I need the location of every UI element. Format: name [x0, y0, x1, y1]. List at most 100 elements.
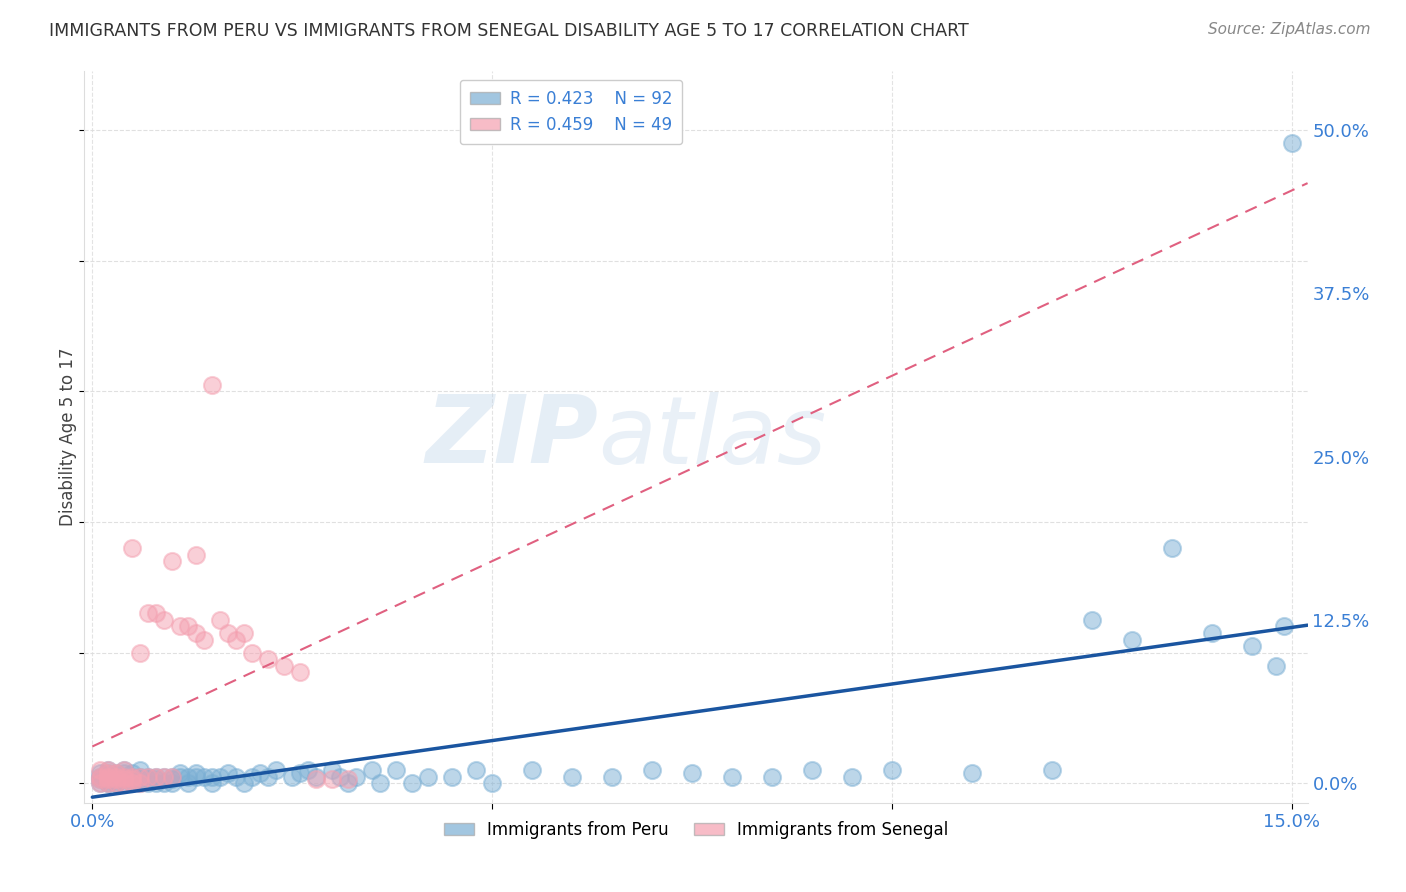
Point	[145, 770, 167, 784]
Point	[193, 632, 215, 647]
Point	[225, 632, 247, 647]
Point	[89, 763, 111, 777]
Point	[561, 770, 583, 784]
Point	[112, 770, 135, 784]
Point	[89, 772, 111, 787]
Point	[105, 770, 128, 784]
Point	[305, 772, 328, 787]
Point	[145, 776, 167, 790]
Point	[290, 665, 312, 680]
Point	[97, 776, 120, 790]
Point	[112, 776, 135, 790]
Point	[97, 765, 120, 780]
Text: IMMIGRANTS FROM PERU VS IMMIGRANTS FROM SENEGAL DISABILITY AGE 5 TO 17 CORRELATI: IMMIGRANTS FROM PERU VS IMMIGRANTS FROM …	[49, 22, 969, 40]
Point	[121, 541, 143, 555]
Point	[129, 763, 152, 777]
Point	[520, 763, 543, 777]
Point	[201, 770, 224, 784]
Point	[681, 765, 703, 780]
Point	[112, 772, 135, 787]
Point	[153, 776, 176, 790]
Point	[153, 770, 176, 784]
Point	[217, 765, 239, 780]
Point	[97, 776, 120, 790]
Point	[186, 548, 208, 562]
Point	[89, 772, 111, 787]
Point	[209, 613, 232, 627]
Point	[121, 776, 143, 790]
Legend: Immigrants from Peru, Immigrants from Senegal: Immigrants from Peru, Immigrants from Se…	[437, 814, 955, 846]
Point	[153, 613, 176, 627]
Point	[201, 377, 224, 392]
Point	[273, 658, 295, 673]
Point	[89, 776, 111, 790]
Point	[249, 765, 271, 780]
Text: ZIP: ZIP	[425, 391, 598, 483]
Point	[129, 646, 152, 660]
Point	[465, 763, 488, 777]
Point	[481, 776, 503, 790]
Point	[201, 776, 224, 790]
Point	[129, 770, 152, 784]
Point	[880, 763, 903, 777]
Point	[169, 619, 191, 633]
Point	[337, 776, 360, 790]
Point	[136, 607, 159, 621]
Point	[177, 770, 200, 784]
Point	[136, 772, 159, 787]
Point	[233, 626, 256, 640]
Point	[97, 770, 120, 784]
Point	[233, 776, 256, 790]
Point	[1264, 658, 1286, 673]
Point	[368, 776, 391, 790]
Point	[441, 770, 464, 784]
Point	[264, 763, 287, 777]
Point	[401, 776, 423, 790]
Point	[186, 770, 208, 784]
Point	[721, 770, 744, 784]
Point	[240, 770, 263, 784]
Point	[97, 772, 120, 787]
Point	[145, 607, 167, 621]
Point	[121, 772, 143, 787]
Point	[97, 772, 120, 787]
Point	[129, 770, 152, 784]
Point	[136, 776, 159, 790]
Point	[105, 765, 128, 780]
Point	[1040, 763, 1063, 777]
Point	[321, 772, 343, 787]
Point	[186, 765, 208, 780]
Text: Source: ZipAtlas.com: Source: ZipAtlas.com	[1208, 22, 1371, 37]
Point	[129, 776, 152, 790]
Point	[305, 770, 328, 784]
Point	[1272, 619, 1295, 633]
Point	[177, 776, 200, 790]
Point	[162, 554, 184, 568]
Point	[257, 652, 280, 666]
Point	[121, 772, 143, 787]
Point	[121, 770, 143, 784]
Point	[186, 626, 208, 640]
Point	[145, 770, 167, 784]
Point	[1080, 613, 1102, 627]
Point	[321, 763, 343, 777]
Point	[112, 770, 135, 784]
Point	[800, 763, 823, 777]
Point	[337, 772, 360, 787]
Point	[641, 763, 664, 777]
Point	[89, 770, 111, 784]
Point	[177, 619, 200, 633]
Point	[281, 770, 304, 784]
Point	[418, 770, 440, 784]
Point	[1201, 626, 1223, 640]
Point	[105, 772, 128, 787]
Point	[761, 770, 783, 784]
Point	[89, 776, 111, 790]
Point	[89, 765, 111, 780]
Point	[112, 763, 135, 777]
Point	[385, 763, 408, 777]
Point	[1281, 136, 1303, 151]
Point	[960, 765, 983, 780]
Point	[121, 770, 143, 784]
Point	[162, 770, 184, 784]
